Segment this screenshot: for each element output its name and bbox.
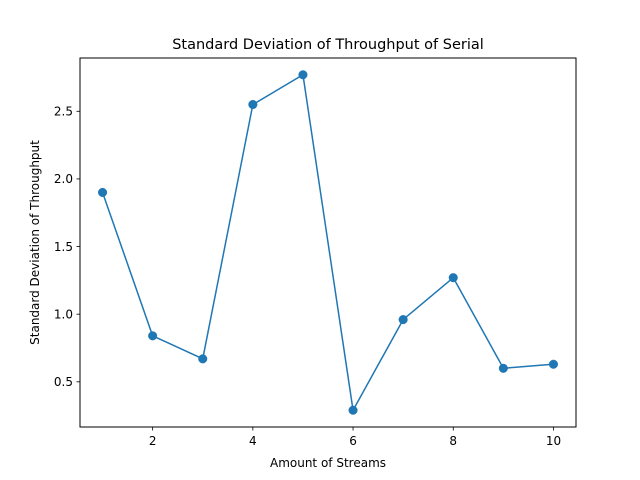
data-point <box>398 315 408 325</box>
data-point <box>248 99 258 110</box>
y-tick-label: 2.5 <box>54 105 73 119</box>
x-tick-label: 8 <box>449 434 457 448</box>
y-tick-label: 0.5 <box>54 375 73 389</box>
data-point <box>498 363 508 373</box>
plot-frame <box>79 57 577 428</box>
x-tick-label: 4 <box>249 434 257 448</box>
x-tick-label: 10 <box>546 434 561 448</box>
series-layer <box>98 70 559 415</box>
data-point <box>448 273 458 283</box>
data-point <box>348 405 358 415</box>
data-point <box>148 331 158 341</box>
series-line <box>101 74 555 411</box>
y-axis-label: Standard Deviation of Throughput <box>28 140 42 345</box>
data-point <box>98 187 108 197</box>
y-tick-label: 1.5 <box>54 240 73 254</box>
y-axis-ticks: 0.5 1.0 1.5 2.0 2.5 <box>54 105 80 389</box>
x-axis-label: Amount of Streams <box>270 456 386 470</box>
y-tick-label: 2.0 <box>54 172 73 186</box>
x-tick-label: 6 <box>349 434 357 448</box>
data-point <box>198 354 208 364</box>
y-tick-label: 1.0 <box>54 307 73 321</box>
data-point <box>298 70 308 80</box>
x-tick-label: 2 <box>149 434 157 448</box>
chart-title: Standard Deviation of Throughput of Seri… <box>172 37 484 53</box>
data-point <box>548 359 559 369</box>
x-axis-ticks: 2 4 6 8 10 <box>149 427 561 448</box>
